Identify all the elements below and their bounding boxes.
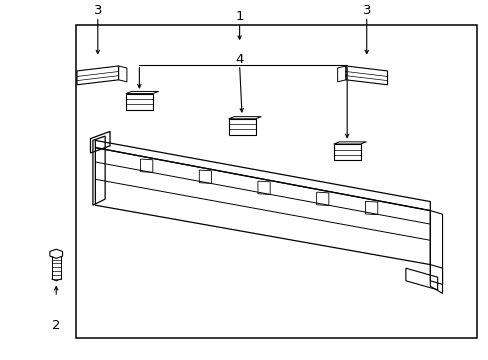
Text: 3: 3 [362, 4, 370, 17]
Bar [76, 25, 476, 338]
Text: 4: 4 [235, 53, 244, 66]
Text: 1: 1 [235, 10, 244, 23]
Text: 3: 3 [93, 4, 102, 17]
Text: 2: 2 [52, 319, 61, 332]
